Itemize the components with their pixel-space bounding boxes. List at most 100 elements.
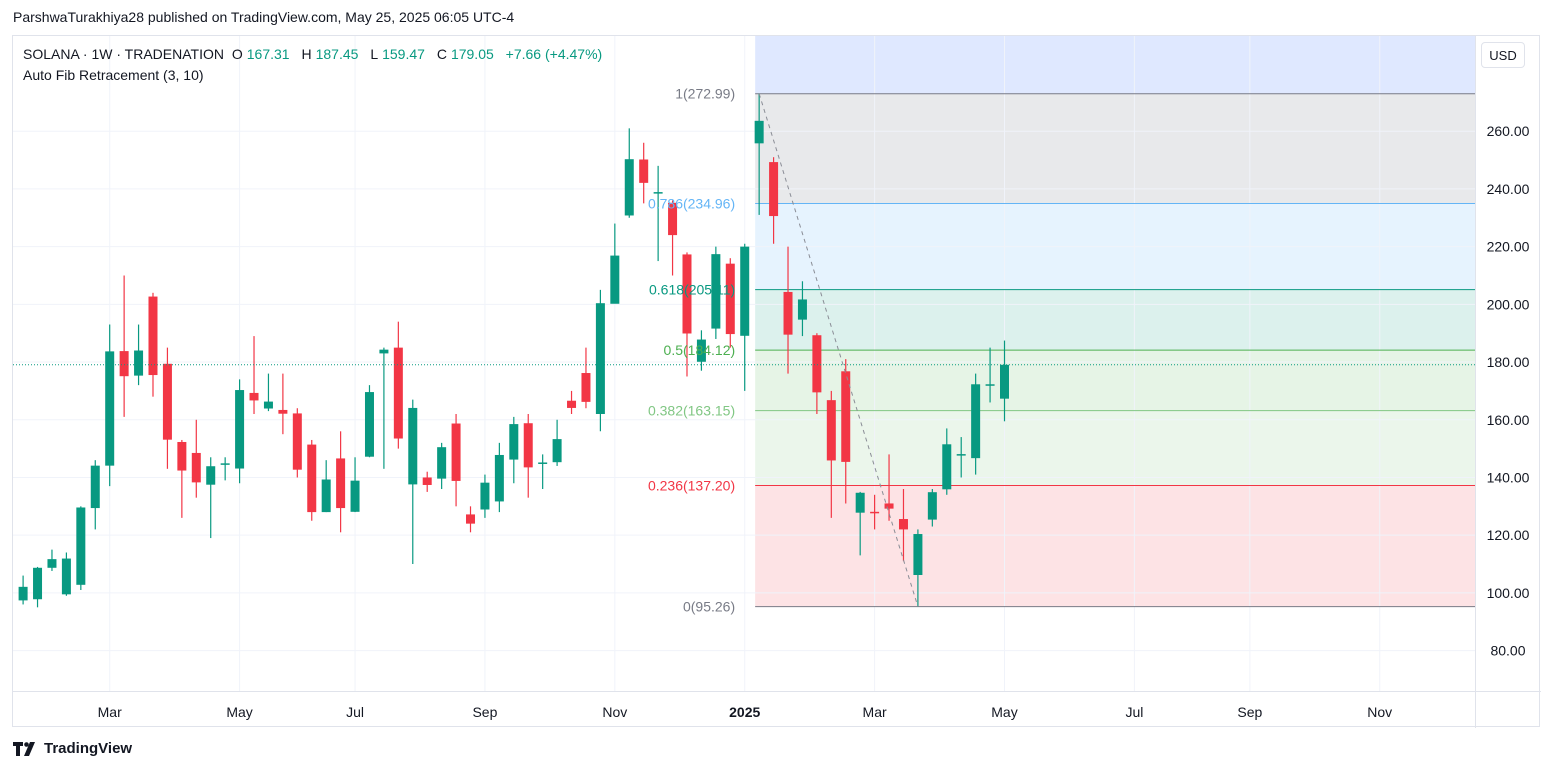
candle-body: [292, 413, 302, 470]
candle: [148, 292, 158, 397]
candle-body: [971, 384, 981, 459]
candle: [33, 566, 43, 608]
candle-body: [321, 479, 331, 513]
candle: [740, 243, 750, 391]
y-tick-label: 120.00: [1487, 527, 1530, 543]
candle-body: [696, 339, 706, 362]
candle-body: [754, 120, 764, 144]
chart-frame[interactable]: 1(272.99) 0.786(234.96) 0.618(205.11) 0.5(1…: [12, 35, 1541, 728]
symbol-label[interactable]: SOLANA · 1W · TRADENATION: [23, 46, 224, 62]
fib-label: 1(272.99): [675, 86, 735, 102]
candle-body: [220, 463, 230, 465]
x-tick-label: Mar: [98, 704, 122, 720]
ohlc-row: SOLANA · 1W · TRADENATION O 167.31 H 187.4…: [23, 44, 606, 65]
fib-zone-0.618: [755, 289, 1475, 351]
candle-body: [451, 423, 461, 481]
candle: [494, 442, 504, 513]
candle: [942, 428, 952, 495]
candle: [595, 289, 605, 432]
candle: [624, 128, 634, 218]
candle-body: [538, 462, 548, 464]
candle-body: [61, 558, 71, 595]
candle-body: [668, 202, 678, 236]
price-axis: 80.00 100.00 120.00 140.00 160.00 180.00 200.0…: [1487, 123, 1530, 658]
footer-brand[interactable]: TradingView: [13, 740, 132, 757]
candle: [884, 454, 894, 521]
candle-body: [76, 507, 86, 585]
candle: [668, 200, 678, 276]
x-tick-label: Sep: [1237, 704, 1262, 720]
chart-grid: [13, 36, 1541, 728]
candle: [408, 399, 418, 565]
x-tick-label: Mar: [863, 704, 887, 720]
candle: [509, 416, 519, 484]
change-value: +7.66 (+4.47%): [505, 46, 603, 62]
x-tick-label: 2025: [729, 704, 760, 720]
candle-body: [466, 514, 476, 524]
candle: [956, 437, 966, 478]
candle-body: [927, 492, 937, 520]
candle-body: [263, 401, 273, 409]
currency-button[interactable]: USD: [1481, 42, 1525, 68]
candle: [76, 506, 86, 591]
candle-body: [480, 482, 490, 510]
price-chart[interactable]: 1(272.99) 0.786(234.96) 0.618(205.11) 0.5(1…: [13, 36, 1541, 728]
candle: [119, 275, 129, 417]
candle: [263, 373, 273, 412]
candle: [826, 390, 836, 518]
candle: [696, 330, 706, 371]
fib-zone-0.5: [755, 350, 1475, 411]
candle: [913, 529, 923, 607]
high-value: 187.45: [315, 46, 359, 62]
candle-body: [841, 371, 851, 462]
candle-body: [177, 441, 187, 471]
close-value: 179.05: [450, 46, 494, 62]
candle-body: [898, 519, 908, 530]
candle-body: [985, 384, 995, 386]
candle: [162, 347, 172, 469]
candle-body: [956, 454, 966, 456]
candle-body: [595, 303, 605, 414]
chart-legend: SOLANA · 1W · TRADENATION O 167.31 H 187.4…: [23, 44, 606, 86]
footer-brand-text: TradingView: [44, 740, 133, 757]
candle: [364, 385, 374, 458]
y-tick-label: 200.00: [1487, 296, 1530, 312]
candle-body: [509, 424, 519, 460]
candle: [249, 336, 259, 414]
candle-body: [393, 347, 403, 439]
candle: [797, 281, 807, 337]
candle-body: [249, 392, 259, 401]
candle: [90, 460, 100, 530]
high-label: H: [301, 46, 312, 62]
candle-body: [1000, 364, 1010, 399]
fib-label: 0.236(137.20): [648, 478, 735, 494]
x-tick-label: Sep: [472, 704, 497, 720]
tradingview-logo-icon: [13, 741, 35, 756]
fib-label: 0.382(163.15): [648, 403, 735, 419]
fib-zone-1: [755, 93, 1475, 204]
time-axis: Mar May Jul Sep Nov 2025 Mar May Jul Sep Nov: [98, 704, 1393, 720]
candle-body: [422, 477, 432, 485]
candle-body: [855, 492, 865, 513]
candle: [523, 413, 533, 498]
candle-body: [33, 567, 43, 600]
y-tick-label: 140.00: [1487, 469, 1530, 485]
candle-body: [191, 452, 201, 483]
candle: [639, 142, 649, 204]
open-value: 167.31: [246, 46, 290, 62]
candle-body: [870, 511, 880, 514]
candle: [18, 575, 28, 605]
indicator-label[interactable]: Auto Fib Retracement (3, 10): [23, 67, 204, 83]
fib-level-lines: [755, 93, 1475, 608]
candle-body: [364, 392, 374, 457]
candle: [725, 258, 735, 348]
candle: [47, 549, 57, 571]
candle-body: [47, 559, 57, 568]
candle: [220, 457, 230, 481]
candle-body: [884, 503, 894, 509]
candle-body: [523, 423, 533, 468]
fib-zone-fills: [755, 36, 1475, 607]
x-tick-label: May: [991, 704, 1017, 720]
fib-label: 0.618(205.11): [649, 282, 735, 298]
candle: [610, 223, 620, 304]
